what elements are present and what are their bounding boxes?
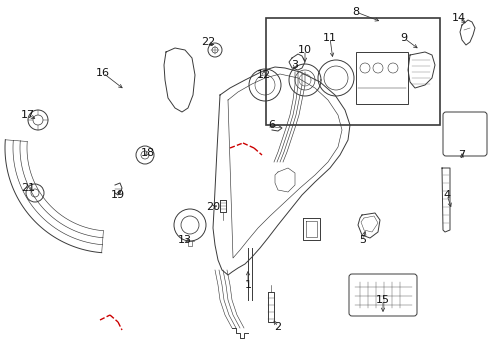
- Text: 18: 18: [141, 148, 155, 158]
- Text: 21: 21: [21, 183, 35, 193]
- Text: 12: 12: [256, 70, 270, 80]
- Text: 14: 14: [451, 13, 465, 23]
- Text: 11: 11: [323, 33, 336, 43]
- Text: 4: 4: [443, 190, 449, 200]
- Bar: [265, 18, 439, 125]
- Text: 22: 22: [201, 37, 215, 47]
- Text: 1: 1: [244, 280, 251, 290]
- Text: 19: 19: [111, 190, 125, 200]
- Text: 9: 9: [400, 33, 407, 43]
- Text: 6: 6: [268, 120, 275, 130]
- Text: 2: 2: [274, 322, 281, 332]
- Bar: [355, 52, 407, 104]
- Text: 8: 8: [352, 7, 359, 17]
- Text: 15: 15: [375, 295, 389, 305]
- Text: 3: 3: [291, 60, 298, 70]
- Text: 10: 10: [297, 45, 311, 55]
- Text: 7: 7: [458, 150, 465, 160]
- Text: 16: 16: [96, 68, 110, 78]
- Text: 5: 5: [359, 235, 366, 245]
- Text: 20: 20: [205, 202, 220, 212]
- Text: 13: 13: [178, 235, 192, 245]
- Text: 17: 17: [21, 110, 35, 120]
